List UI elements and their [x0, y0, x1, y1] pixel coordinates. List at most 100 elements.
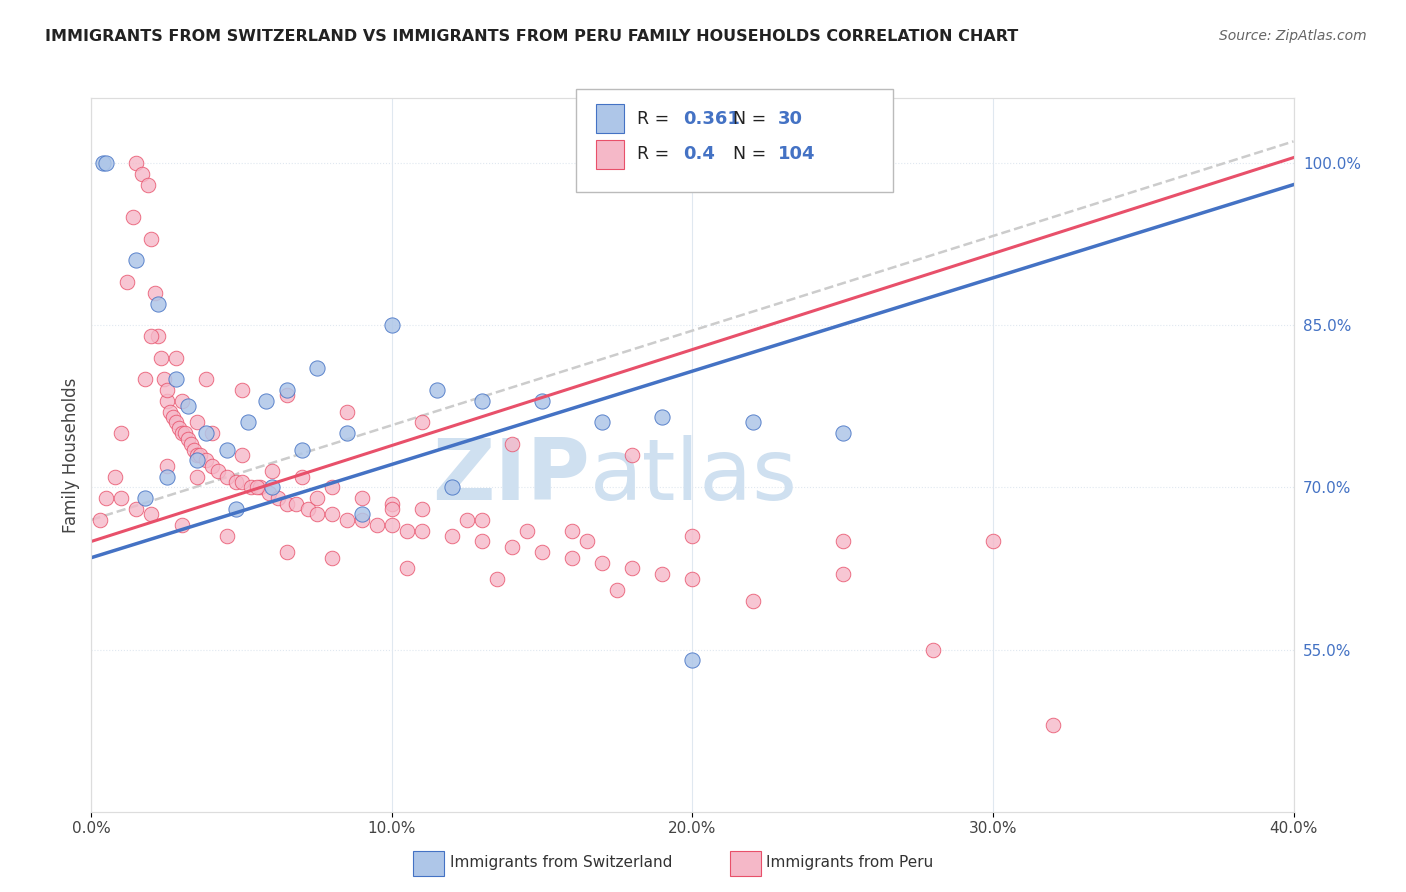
Point: [176, 432, 198, 446]
Point: [186, 453, 208, 467]
Point: [336, 426, 359, 441]
Point: [225, 502, 247, 516]
Text: Immigrants from Switzerland: Immigrants from Switzerland: [450, 855, 672, 870]
Point: [125, 502, 148, 516]
Point: [186, 448, 208, 462]
Point: [141, 508, 163, 522]
Point: [162, 410, 184, 425]
Point: [471, 534, 494, 549]
Point: [501, 540, 523, 554]
Point: [207, 464, 229, 478]
Point: [146, 329, 169, 343]
Point: [131, 167, 153, 181]
Point: [297, 502, 319, 516]
Point: [305, 508, 328, 522]
Point: [350, 508, 373, 522]
Point: [141, 329, 163, 343]
Point: [411, 416, 433, 430]
Point: [180, 437, 202, 451]
Point: [110, 426, 132, 441]
Point: [155, 458, 177, 473]
Point: [215, 469, 238, 483]
Point: [922, 642, 945, 657]
Point: [134, 372, 156, 386]
Point: [155, 383, 177, 397]
Point: [276, 497, 298, 511]
Point: [681, 653, 703, 667]
Point: [321, 480, 343, 494]
Point: [576, 534, 599, 549]
Point: [134, 491, 156, 505]
Point: [381, 502, 404, 516]
Point: [284, 497, 307, 511]
Point: [276, 383, 298, 397]
Point: [183, 442, 205, 457]
Text: IMMIGRANTS FROM SWITZERLAND VS IMMIGRANTS FROM PERU FAMILY HOUSEHOLDS CORRELATIO: IMMIGRANTS FROM SWITZERLAND VS IMMIGRANT…: [45, 29, 1018, 45]
Point: [93, 156, 115, 170]
Point: [110, 491, 132, 505]
Point: [239, 480, 262, 494]
Point: [366, 518, 388, 533]
Point: [381, 518, 404, 533]
Point: [981, 534, 1004, 549]
Point: [831, 534, 853, 549]
Point: [741, 416, 763, 430]
Text: R =: R =: [637, 145, 675, 163]
Point: [276, 388, 298, 402]
Point: [321, 508, 343, 522]
Point: [501, 437, 523, 451]
Point: [188, 448, 211, 462]
Point: [1042, 718, 1064, 732]
Point: [186, 416, 208, 430]
Point: [531, 393, 554, 408]
Point: [531, 545, 554, 559]
Text: 104: 104: [778, 145, 815, 163]
Point: [305, 361, 328, 376]
Point: [125, 253, 148, 268]
Text: 0.4: 0.4: [683, 145, 716, 163]
Point: [681, 572, 703, 586]
Point: [486, 572, 509, 586]
Point: [231, 448, 253, 462]
Point: [236, 416, 259, 430]
Point: [165, 351, 187, 365]
Text: N =: N =: [733, 145, 772, 163]
Point: [426, 383, 449, 397]
Point: [831, 426, 853, 441]
Text: R =: R =: [637, 110, 675, 128]
Text: ZIP: ZIP: [433, 434, 591, 518]
Point: [411, 524, 433, 538]
Point: [125, 156, 148, 170]
Point: [176, 399, 198, 413]
Point: [321, 550, 343, 565]
Point: [381, 318, 404, 333]
Point: [143, 285, 166, 300]
Point: [336, 405, 359, 419]
Point: [254, 393, 277, 408]
Point: [651, 410, 673, 425]
Point: [215, 529, 238, 543]
Point: [260, 464, 283, 478]
Point: [381, 497, 404, 511]
Text: atlas: atlas: [591, 434, 799, 518]
Point: [257, 485, 280, 500]
Point: [194, 426, 217, 441]
Point: [96, 156, 118, 170]
Point: [194, 372, 217, 386]
Text: 30: 30: [778, 110, 803, 128]
Point: [225, 475, 247, 489]
Point: [96, 491, 118, 505]
Point: [651, 566, 673, 581]
Point: [215, 442, 238, 457]
Point: [456, 513, 478, 527]
Point: [606, 583, 628, 598]
Point: [231, 475, 253, 489]
Point: [350, 491, 373, 505]
Point: [117, 275, 139, 289]
Point: [167, 421, 190, 435]
Point: [621, 448, 644, 462]
Point: [831, 566, 853, 581]
Point: [395, 524, 418, 538]
Point: [591, 556, 613, 570]
Point: [305, 491, 328, 505]
